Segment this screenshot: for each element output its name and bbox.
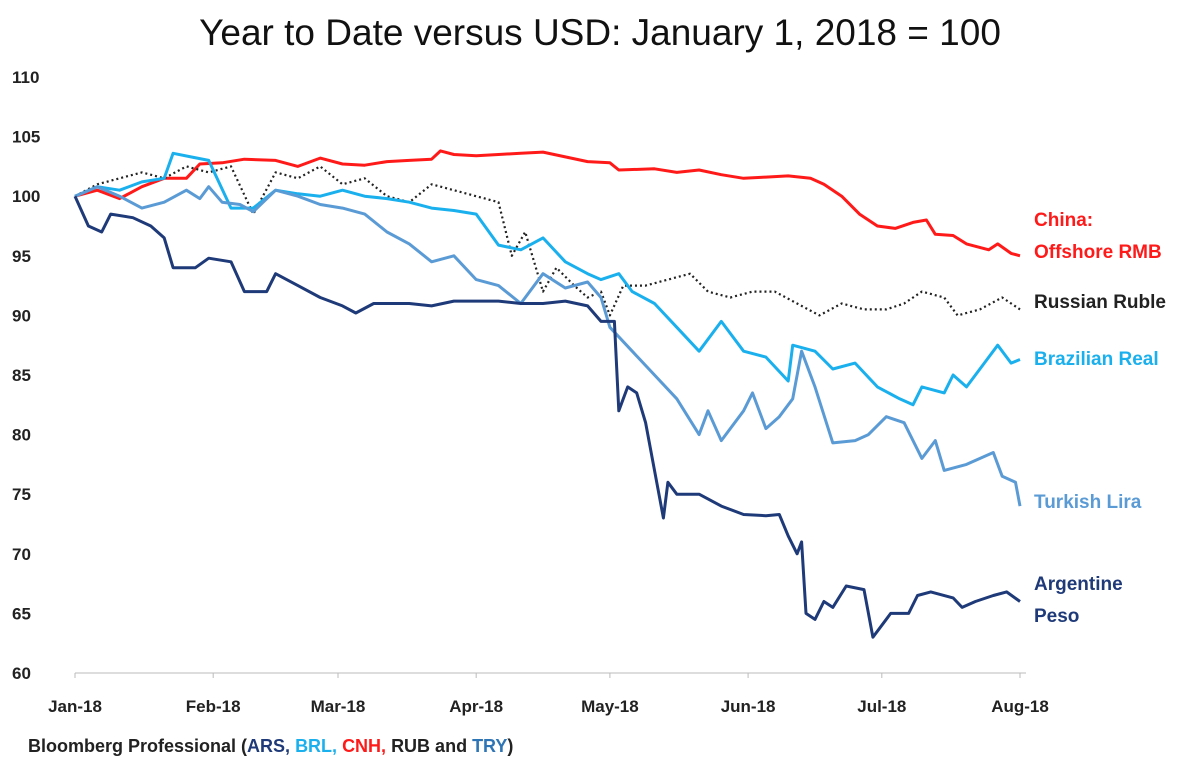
series-label-cnh: China: Offshore RMB: [1034, 205, 1162, 269]
x-tick-label: Mar-18: [311, 697, 366, 716]
source-codes: ARS, BRL, CNH, RUB and TRY: [247, 736, 507, 756]
y-tick-label: 60: [12, 664, 31, 683]
series-label-line: China:: [1034, 210, 1094, 231]
source-code: ARS,: [247, 736, 296, 756]
series-line-try: [74, 185, 1022, 507]
y-tick-label: 110: [12, 68, 39, 87]
source-code: BRL,: [295, 736, 343, 756]
series-label-rub: Russian Ruble: [1034, 287, 1166, 319]
y-tick-label: 85: [12, 366, 31, 385]
series-label-ars: Argentine Peso: [1034, 569, 1123, 633]
series-label-line: Brazilian Real: [1034, 349, 1159, 370]
series-line-rub: [74, 165, 1021, 317]
y-tick-label: 95: [12, 247, 31, 266]
series-line-cnh: [74, 149, 1021, 258]
y-tick-label: 80: [12, 426, 31, 445]
series-label-brl: Brazilian Real: [1034, 344, 1159, 376]
chart-title: Year to Date versus USD: January 1, 2018…: [199, 12, 1001, 53]
series-label-try: Turkish Lira: [1034, 487, 1141, 519]
series-line-ars: [73, 195, 1021, 639]
x-tick-label: Jan-18: [48, 697, 102, 716]
source-code: TRY: [472, 736, 508, 756]
source-note: Bloomberg Professional (ARS, BRL, CNH, R…: [28, 736, 513, 757]
series-label-line: Argentine: [1034, 574, 1123, 595]
x-tick-label: Jun-18: [721, 697, 776, 716]
source-suffix: ): [507, 736, 514, 756]
y-tick-label: 70: [12, 545, 31, 564]
series-label-line: Turkish Lira: [1034, 492, 1142, 513]
source-code: RUB and: [391, 736, 473, 756]
series-label-line: Offshore RMB: [1034, 242, 1162, 263]
series-label-line: Peso: [1034, 606, 1080, 627]
y-tick-label: 100: [12, 187, 40, 206]
x-tick-label: Jul-18: [857, 697, 906, 716]
series-label-line: Russian Ruble: [1034, 292, 1166, 313]
y-tick-label: 105: [12, 128, 40, 147]
y-tick-label: 65: [12, 604, 31, 623]
source-prefix: Bloomberg Professional (: [28, 736, 248, 756]
series-line-brl: [74, 151, 1021, 407]
x-tick-label: Feb-18: [186, 697, 241, 716]
x-tick-label: Aug-18: [991, 697, 1049, 716]
y-tick-label: 90: [12, 306, 31, 325]
source-code: CNH,: [342, 736, 392, 756]
x-tick-label: Apr-18: [449, 697, 503, 716]
y-tick-label: 75: [12, 485, 31, 504]
x-tick-label: May-18: [581, 697, 639, 716]
